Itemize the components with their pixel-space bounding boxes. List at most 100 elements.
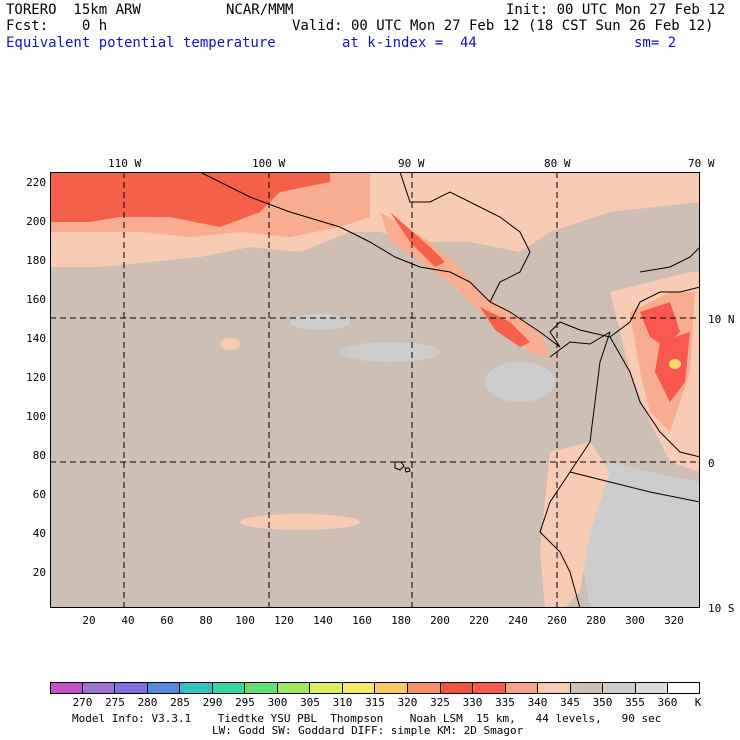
- colorbar-segment: [180, 682, 213, 694]
- colorbar-segment: [570, 682, 604, 694]
- colorbar-segment: [408, 682, 441, 694]
- cool-patch: [340, 342, 440, 362]
- valid-time: Valid: 00 UTC Mon 27 Feb 12 (18 CST Sun …: [292, 18, 714, 34]
- colorbar-segment: [342, 682, 376, 694]
- x-tick: 280: [586, 614, 606, 627]
- lat-label: 10 S: [708, 602, 735, 615]
- colorbar-segment: [668, 682, 700, 694]
- colorbar-segment: [603, 682, 636, 694]
- y-tick: 220: [26, 176, 46, 189]
- colorbar-label: 280: [137, 696, 158, 709]
- warm-patch: [220, 338, 240, 350]
- colorbar-label: 355: [625, 696, 645, 709]
- colorbar-label: 300: [267, 696, 288, 709]
- y-tick: 60: [32, 488, 46, 501]
- colorbar-label: 325: [430, 696, 450, 709]
- colorbar-label: 320: [397, 696, 418, 709]
- map-border: [50, 172, 700, 608]
- x-tick: 240: [508, 614, 528, 627]
- cool-patch: [485, 362, 555, 402]
- model-info-line: Model Info: V3.3.1 Tiedtke YSU PBL Thomp…: [72, 712, 662, 725]
- colorbar-label: 270: [72, 696, 93, 709]
- equivalent-potential-temperature-map: [50, 172, 700, 608]
- colorbar-label: 275: [105, 696, 125, 709]
- x-tick: 60: [160, 614, 174, 627]
- colorbar-unit: K: [694, 696, 702, 709]
- warmest-region: [640, 302, 680, 347]
- x-tick: 120: [274, 614, 294, 627]
- colorbar-label: 345: [560, 696, 580, 709]
- x-tick: 80: [199, 614, 213, 627]
- y-tick: 180: [26, 254, 46, 267]
- colorbar-label: 340: [527, 696, 548, 709]
- forecast-hour: Fcst: 0 h: [6, 18, 108, 34]
- y-tick: 120: [26, 371, 46, 384]
- y-tick: 20: [32, 566, 46, 579]
- colorbar-segment: [50, 682, 83, 694]
- lon-label: 110 W: [108, 157, 142, 170]
- level-label: at k-index = 44: [342, 35, 477, 51]
- x-tick: 220: [469, 614, 489, 627]
- x-tick: 180: [391, 614, 411, 627]
- peak-spot: [669, 359, 681, 369]
- colorbar-segment: [82, 682, 116, 694]
- graticule: [50, 172, 700, 608]
- lon-label: 100 W: [252, 157, 286, 170]
- model-title: TORERO 15km ARW: [6, 2, 141, 18]
- coastlines: [199, 172, 700, 608]
- y-tick: 160: [26, 293, 46, 306]
- lat-label: 10 N: [708, 313, 735, 326]
- x-tick: 260: [547, 614, 567, 627]
- colorbar-segment: [440, 682, 474, 694]
- colorbar-segment: [635, 682, 669, 694]
- x-tick: 20: [82, 614, 96, 627]
- init-time: Init: 00 UTC Mon 27 Feb 12: [506, 2, 726, 18]
- x-tick: 320: [664, 614, 684, 627]
- colorbar-segment: [245, 682, 278, 694]
- warmest-region: [50, 172, 330, 227]
- colorbar-segment: [277, 682, 311, 694]
- x-tick: 140: [313, 614, 333, 627]
- lon-label: 90 W: [398, 157, 425, 170]
- colorbar-label: 350: [592, 696, 613, 709]
- colorbar-segment: [147, 682, 181, 694]
- lon-label: 70 W: [688, 157, 715, 170]
- y-tick: 100: [26, 410, 46, 423]
- x-tick: 200: [430, 614, 450, 627]
- colorbar-label: 305: [300, 696, 320, 709]
- lon-label: 80 W: [544, 157, 571, 170]
- colorbar-label: 360: [657, 696, 678, 709]
- lat-label: 0: [708, 457, 715, 470]
- colorbar-segment: [538, 682, 571, 694]
- warmest-region: [480, 307, 530, 347]
- colorbar-segment: [375, 682, 409, 694]
- smoothing-label: sm= 2: [634, 35, 677, 51]
- y-tick: 200: [26, 215, 46, 228]
- colorbar-label: 290: [202, 696, 223, 709]
- x-tick: 100: [235, 614, 255, 627]
- x-tick: 40: [121, 614, 135, 627]
- center-label: NCAR/MMM: [226, 2, 294, 18]
- y-tick: 80: [32, 449, 46, 462]
- colorbar-segment: [212, 682, 246, 694]
- colorbar-label: 295: [235, 696, 255, 709]
- colorbar-label: 335: [495, 696, 515, 709]
- colorbar: [50, 682, 700, 694]
- colorbar-segment: [505, 682, 539, 694]
- colorbar-label: 330: [462, 696, 483, 709]
- physics-info-line: LW: Godd SW: Goddard DIFF: simple KM: 2D…: [212, 724, 524, 737]
- map-panel: [50, 172, 700, 608]
- y-tick: 40: [32, 527, 46, 540]
- colorbar-label: 315: [365, 696, 385, 709]
- warmest-region: [390, 212, 445, 267]
- colorbar-segment: [473, 682, 506, 694]
- cool-patch: [290, 314, 350, 330]
- x-tick: 160: [352, 614, 372, 627]
- colorbar-label: 285: [170, 696, 190, 709]
- warm-patch: [240, 514, 360, 530]
- x-tick: 300: [625, 614, 645, 627]
- colorbar-label: 310: [332, 696, 353, 709]
- cool-region: [570, 462, 700, 608]
- colorbar-segment: [310, 682, 343, 694]
- colorbar-segment: [115, 682, 148, 694]
